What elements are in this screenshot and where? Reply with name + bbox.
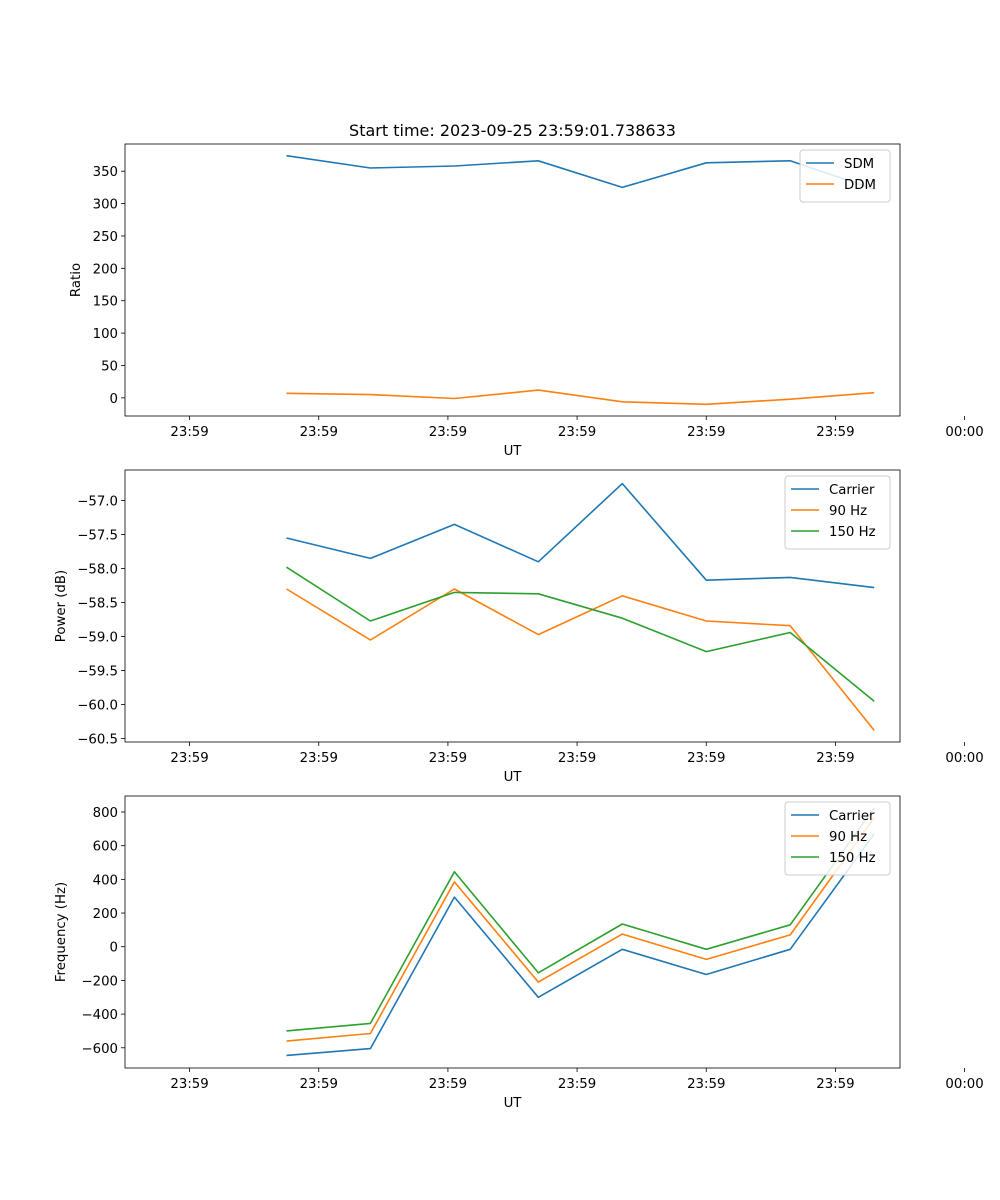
legend-label: 150 Hz xyxy=(829,851,876,866)
x-tick-label: 23:59 xyxy=(558,751,596,766)
chart-panel-1: 23:59 23:59 23:59 23:59 23:59 23:59 00:00 0 50 10… xyxy=(69,121,984,459)
y-tick-label: 0 xyxy=(110,941,118,956)
x-tick-label: 23:59 xyxy=(816,751,854,766)
legend: SDM DDM xyxy=(799,149,891,203)
y-tick-label: −59.5 xyxy=(77,665,118,680)
x-tick-label: 23:59 xyxy=(687,751,725,766)
legend-label: DDM xyxy=(844,178,876,193)
y-tick-label: −58.0 xyxy=(77,563,118,578)
y-tick-label: −600 xyxy=(81,1042,118,1057)
plot-frame xyxy=(124,469,901,743)
x-tick-label: 23:59 xyxy=(558,1077,596,1092)
series-line-carrier xyxy=(286,482,875,589)
series-line-sdm xyxy=(286,154,875,191)
x-tick-label: 23:59 xyxy=(687,425,725,440)
x-tick-label: 23:59 xyxy=(429,425,467,440)
x-tick-label: 00:00 xyxy=(945,1077,983,1092)
legend-label: 90 Hz xyxy=(829,504,867,519)
y-axis-label: Frequency (Hz) xyxy=(54,882,69,982)
y-tick-label: 200 xyxy=(93,262,118,277)
y-tick-label: 0 xyxy=(110,392,118,407)
y-tick-label: 250 xyxy=(93,230,118,245)
y-tick-label: 300 xyxy=(93,198,118,213)
legend-label: Carrier xyxy=(829,809,875,824)
chart-panel-3: 23:59 23:59 23:59 23:59 23:59 23:59 00:00 −600 −… xyxy=(54,795,984,1111)
x-tick-label: 23:59 xyxy=(170,1077,208,1092)
legend-label: Carrier xyxy=(829,483,875,498)
plot-frame xyxy=(124,143,901,417)
y-tick-label: 400 xyxy=(93,873,118,888)
y-tick-label: −200 xyxy=(81,974,118,989)
x-tick-label: 23:59 xyxy=(816,425,854,440)
x-tick-label: 00:00 xyxy=(945,751,983,766)
chart-panel-2: 23:59 23:59 23:59 23:59 23:59 23:59 00:00 −60.5… xyxy=(54,469,984,785)
x-tick-label: 23:59 xyxy=(429,751,467,766)
x-tick-label: 23:59 xyxy=(558,425,596,440)
y-axis-label: Power (dB) xyxy=(54,570,69,642)
y-tick-label: −60.5 xyxy=(77,733,118,748)
x-tick-label: 23:59 xyxy=(687,1077,725,1092)
y-tick-label: 150 xyxy=(93,295,118,310)
y-axis-label: Ratio xyxy=(69,263,84,297)
x-tick-label: 23:59 xyxy=(816,1077,854,1092)
x-tick-label: 00:00 xyxy=(945,425,983,440)
y-tick-label: 100 xyxy=(93,327,118,342)
legend: Carrier 90 Hz 150 Hz xyxy=(784,801,891,876)
x-tick-label: 23:59 xyxy=(170,751,208,766)
chart-title: Start time: 2023-09-25 23:59:01.738633 xyxy=(349,121,676,140)
legend-label: SDM xyxy=(844,157,874,172)
y-tick-label: −400 xyxy=(81,1008,118,1023)
x-axis-label: UT xyxy=(504,1096,523,1111)
y-tick-label: −58.5 xyxy=(77,597,118,612)
series-line-ddm xyxy=(286,389,875,406)
y-tick-label: −57.0 xyxy=(77,495,118,510)
legend-label: 150 Hz xyxy=(829,525,876,540)
x-tick-label: 23:59 xyxy=(300,1077,338,1092)
series-line-90-hz xyxy=(286,588,875,731)
y-tick-label: 800 xyxy=(93,806,118,821)
y-tick-label: −60.0 xyxy=(77,699,118,714)
y-tick-label: −57.5 xyxy=(77,529,118,544)
x-axis-label: UT xyxy=(504,444,523,459)
plot-frame xyxy=(124,795,901,1069)
series-line-150-hz xyxy=(286,807,875,1032)
y-tick-label: 350 xyxy=(93,165,118,180)
series-line-90-hz xyxy=(286,817,875,1042)
x-tick-label: 23:59 xyxy=(300,751,338,766)
series-line-150-hz xyxy=(286,566,875,702)
legend: Carrier 90 Hz 150 Hz xyxy=(784,475,891,550)
y-tick-label: −59.0 xyxy=(77,631,118,646)
y-tick-label: 50 xyxy=(101,359,118,374)
y-tick-label: 200 xyxy=(93,907,118,922)
x-tick-label: 23:59 xyxy=(170,425,208,440)
series-line-carrier xyxy=(286,833,875,1057)
x-tick-label: 23:59 xyxy=(300,425,338,440)
x-axis-label: UT xyxy=(504,770,523,785)
x-tick-label: 23:59 xyxy=(429,1077,467,1092)
y-tick-label: 600 xyxy=(93,840,118,855)
legend-label: 90 Hz xyxy=(829,830,867,845)
